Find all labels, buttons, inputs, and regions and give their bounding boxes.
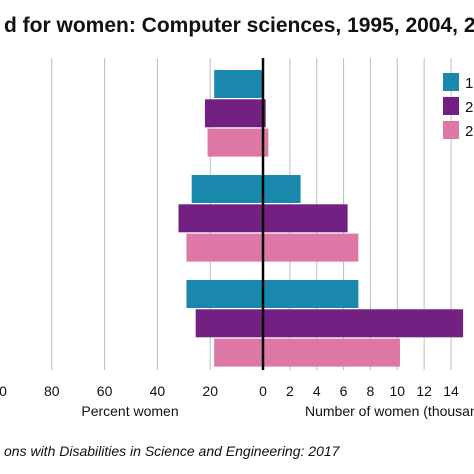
bar-percent-g2-s0 <box>186 280 263 308</box>
tick-right-4: 8 <box>367 383 375 399</box>
legend-swatch-2 <box>443 121 459 139</box>
legend-label-0: 1 <box>465 75 473 92</box>
tick-left-4: 20 <box>202 383 218 399</box>
bar-number-g2-s2 <box>263 338 400 367</box>
source-note: ons with Disabilities in Science and Eng… <box>4 443 341 459</box>
bar-percent-g2-s1 <box>195 309 263 338</box>
tick-right-1: 2 <box>286 383 294 399</box>
bar-percent-g0-s0 <box>214 70 263 98</box>
legend-swatch-1 <box>443 97 459 115</box>
tick-left-2: 60 <box>97 383 113 399</box>
bar-number-g0-s2 <box>263 128 269 157</box>
left-axis-label: Percent women <box>81 403 178 419</box>
bar-percent-g2-s2 <box>214 338 263 367</box>
bar-number-g2-s1 <box>263 309 464 338</box>
bars <box>178 70 464 367</box>
bar-number-g2-s0 <box>263 280 359 308</box>
tick-right-6: 12 <box>416 383 432 399</box>
tick-left-5: 0 <box>259 383 267 399</box>
tick-right-3: 6 <box>340 383 348 399</box>
bar-percent-g1-s0 <box>191 175 263 203</box>
tick-labels: 0 80 60 40 20 0 2 4 6 8 10 12 14 <box>0 383 459 399</box>
chart-title: d for women: Computer sciences, 1995, 20… <box>4 14 474 37</box>
bar-percent-g0-s1 <box>204 99 263 128</box>
legend-label-1: 2 <box>465 99 473 116</box>
bar-number-g1-s0 <box>263 175 301 203</box>
tick-right-5: 10 <box>390 383 406 399</box>
tick-left-0: 0 <box>0 383 7 399</box>
tick-left-1: 80 <box>44 383 60 399</box>
tick-right-2: 4 <box>313 383 321 399</box>
bar-number-g0-s1 <box>263 99 266 128</box>
tick-left-3: 40 <box>150 383 166 399</box>
bar-percent-g0-s2 <box>207 128 263 157</box>
legend-swatch-0 <box>443 73 459 91</box>
legend: 1 2 2 <box>443 73 473 140</box>
right-axis-label: Number of women (thousan <box>305 403 474 419</box>
bar-percent-g1-s1 <box>178 204 263 233</box>
bar-percent-g1-s2 <box>186 233 263 262</box>
tick-right-7: 14 <box>443 383 459 399</box>
bar-number-g1-s2 <box>263 233 359 262</box>
bar-number-g1-s1 <box>263 204 348 233</box>
legend-label-2: 2 <box>465 123 473 140</box>
